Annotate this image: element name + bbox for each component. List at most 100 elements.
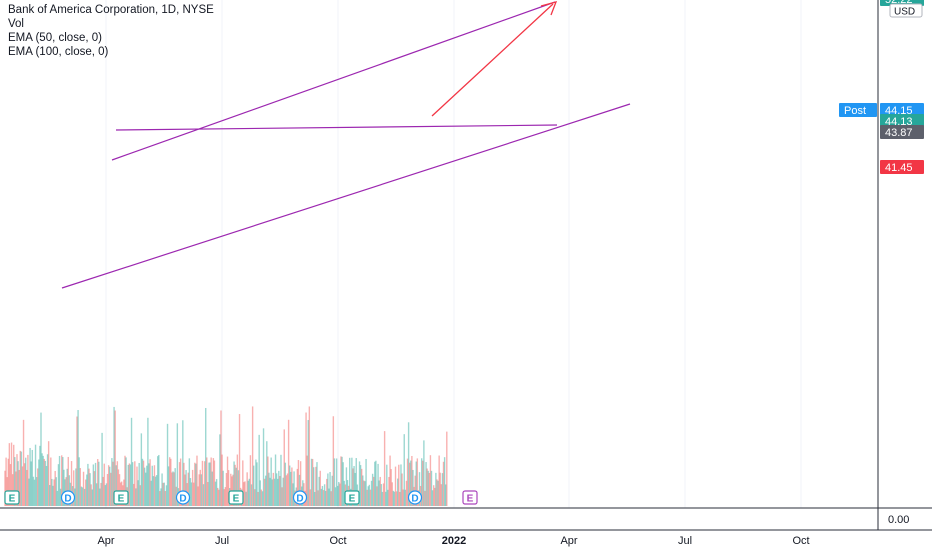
dividend-badge-text: D [296, 494, 303, 505]
channel-lower-line [61, 103, 631, 289]
volume-bar [270, 457, 272, 506]
volume-bar [5, 457, 7, 506]
volume-bar [206, 457, 208, 506]
volume-bar [59, 488, 62, 506]
volume-bar [87, 463, 89, 506]
volume-bar [91, 489, 93, 506]
volume-bar [268, 472, 270, 506]
volume-bar [116, 461, 119, 506]
volume-bar [79, 468, 81, 506]
x-tick-label: Jul [678, 535, 692, 547]
volume-bar [56, 490, 59, 506]
volume-bar [401, 473, 403, 506]
volume-bar [25, 457, 27, 506]
volume-bar [173, 472, 175, 506]
volume-bar [438, 455, 440, 506]
ema50-legend[interactable]: EMA (50, close, 0) [8, 32, 102, 44]
volume-bar [197, 486, 199, 506]
volume-bar [245, 491, 247, 506]
dividend-badge-bg [175, 490, 191, 505]
volume-bar [236, 454, 239, 506]
volume-bar [425, 462, 427, 506]
volume-bar [274, 454, 277, 506]
volume-bar [165, 485, 168, 506]
volume-bar [415, 461, 417, 506]
volume-bar [55, 477, 57, 506]
volume-bar [160, 488, 162, 506]
volume-bar [127, 464, 129, 506]
volume-bar [340, 456, 342, 506]
volume-bar [290, 471, 292, 506]
volume-bar [46, 454, 49, 506]
volume-legend[interactable]: Vol [8, 18, 24, 30]
volume-bar [436, 479, 438, 506]
event-badge: D [60, 490, 76, 505]
volume-bar [237, 470, 240, 506]
volume-bar [142, 460, 145, 506]
volume-bar [259, 480, 261, 506]
volume-bar [385, 491, 387, 506]
volume-bar [393, 491, 396, 506]
volume-bar [412, 469, 414, 506]
earnings-badge-text: E [9, 494, 16, 505]
volume-bar [70, 461, 73, 506]
dividend-badge-bg [292, 490, 308, 505]
volume-bar [234, 464, 236, 506]
volume-bar [51, 478, 53, 506]
volume-bar [341, 456, 343, 506]
volume-bar [225, 473, 228, 506]
volume-bar [167, 466, 170, 506]
volume-bar [421, 458, 423, 506]
volume-bar [4, 470, 6, 506]
volume-bar [194, 462, 196, 506]
volume-bar [233, 461, 235, 506]
volume-bar [254, 489, 256, 506]
volume-bar [314, 491, 316, 506]
earnings-badge-text: E [349, 494, 356, 505]
volume-bar [366, 489, 368, 506]
volume-bar [377, 463, 379, 506]
volume-bar [9, 464, 12, 506]
volume-bar [63, 469, 65, 506]
volume-bar [169, 457, 171, 506]
chart-legend: Bank of America Corporation, 1D, NYSE Vo… [8, 3, 214, 59]
volume-bar [248, 478, 251, 506]
volume-bar [31, 449, 33, 506]
volume-bar [67, 456, 69, 506]
volume-bar [11, 474, 14, 506]
volume-bar [215, 479, 218, 506]
volume-bar [106, 473, 109, 506]
volume-bar [118, 474, 121, 506]
volume-bar [89, 473, 91, 506]
volume-bar [47, 441, 50, 506]
volume-bar [355, 458, 357, 506]
volume-bar [325, 490, 327, 506]
event-badge: E [228, 490, 244, 505]
volume-bar [189, 478, 192, 506]
volume-bar [381, 491, 384, 506]
volume-bar [232, 474, 234, 506]
volume-bar [263, 478, 266, 506]
volume-bar [400, 464, 402, 506]
volume-bar [184, 474, 186, 506]
volume-bar [277, 478, 279, 506]
symbol-title[interactable]: Bank of America Corporation, 1D, NYSE [8, 4, 214, 16]
volume-bar [85, 479, 87, 506]
volume-bar [281, 487, 283, 506]
volume-bar [149, 459, 151, 506]
volume-bar [426, 468, 428, 506]
volume-bar [446, 431, 448, 506]
dividend-badge-bg [60, 490, 76, 505]
volume-bar [394, 466, 397, 506]
volume-bar [45, 465, 48, 506]
current-price-badge-bg [880, 114, 924, 128]
ema100-legend[interactable]: EMA (100, close, 0) [8, 46, 109, 58]
volume-bar [418, 472, 421, 506]
volume-bar [430, 470, 433, 506]
volume-bar [19, 450, 21, 506]
volume-bar [130, 417, 133, 506]
volume-bar [317, 490, 319, 506]
volume-bar [267, 456, 269, 506]
